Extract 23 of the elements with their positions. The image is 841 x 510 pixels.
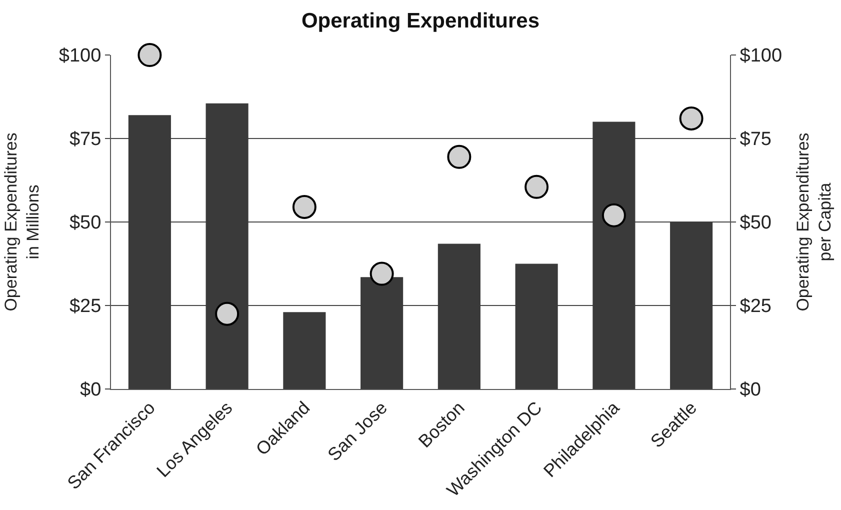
y2-tick-label: $50 <box>740 212 772 234</box>
point <box>524 174 549 199</box>
point <box>447 144 472 169</box>
y-tick-label: $25 <box>69 296 102 318</box>
point <box>679 106 704 130</box>
point <box>215 302 240 326</box>
y2-axis-title: Operating Expenditures per Capita <box>793 132 835 312</box>
y-tick-label: $50 <box>69 212 102 234</box>
point <box>602 203 626 228</box>
y2-tick-label: $100 <box>740 46 782 67</box>
y2-tick-label: $0 <box>740 380 761 401</box>
point <box>370 262 394 286</box>
point <box>138 43 162 67</box>
bar <box>283 312 326 389</box>
chart-title: Operating Expenditures <box>301 9 540 32</box>
y2-tick-label: $75 <box>740 129 772 150</box>
y2-tick-label: $25 <box>740 296 772 318</box>
point <box>292 194 316 219</box>
y-tick-label: $100 <box>58 46 102 67</box>
y-axis-title: Operating Expenditures in Millions <box>1 132 42 312</box>
y-tick-label: $0 <box>80 380 102 401</box>
x-tick-label: San Jose <box>324 398 391 465</box>
y-tick-label: $75 <box>69 129 102 150</box>
